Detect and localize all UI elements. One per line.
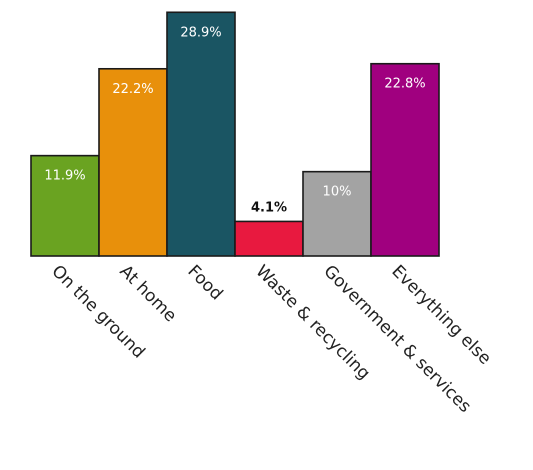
bar-everything-else bbox=[370, 62, 440, 257]
bar-food bbox=[166, 11, 236, 257]
bar-on-the-ground bbox=[30, 154, 100, 257]
value-label-everything-else: 22.8% bbox=[384, 77, 425, 92]
category-label-food: Food bbox=[183, 261, 226, 304]
bar-at-home bbox=[98, 67, 168, 257]
value-label-food: 28.9% bbox=[180, 25, 221, 40]
value-label-government-and-services: 10% bbox=[323, 185, 352, 200]
bar-waste-and-recycling bbox=[234, 220, 304, 257]
category-label-at-home: At home bbox=[115, 261, 180, 326]
category-label-waste-and-recycling: Waste & recycling bbox=[251, 261, 373, 383]
value-label-waste-and-recycling: 4.1% bbox=[251, 200, 287, 215]
value-label-at-home: 22.2% bbox=[112, 82, 153, 97]
bar-government-and-services bbox=[302, 170, 372, 257]
value-label-on-the-ground: 11.9% bbox=[44, 169, 85, 184]
